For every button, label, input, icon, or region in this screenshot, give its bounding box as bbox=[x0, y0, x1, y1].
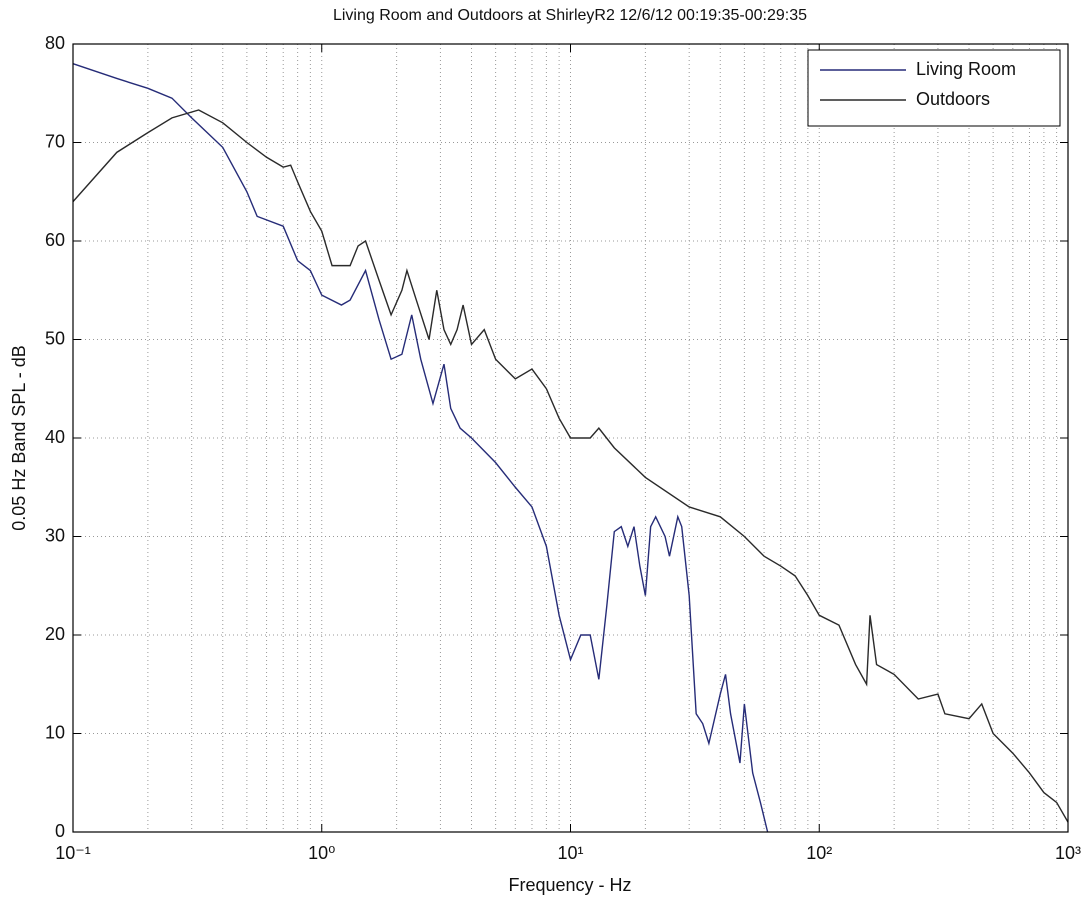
y-tick-label: 20 bbox=[45, 624, 65, 644]
x-tick-label: 10¹ bbox=[557, 843, 583, 863]
x-tick-label: 10⁰ bbox=[308, 843, 335, 863]
y-tick-label: 60 bbox=[45, 230, 65, 250]
y-tick-label: 10 bbox=[45, 722, 65, 742]
x-tick-label: 10³ bbox=[1055, 843, 1081, 863]
y-tick-label: 30 bbox=[45, 525, 65, 545]
plot-frame bbox=[72, 43, 1069, 833]
line-series bbox=[72, 63, 769, 833]
legend-label: Living Room bbox=[916, 59, 1016, 79]
x-tick-label: 10² bbox=[806, 843, 832, 863]
y-tick-label: 40 bbox=[45, 427, 65, 447]
y-axis-label: 0.05 Hz Band SPL - dB bbox=[9, 345, 29, 530]
y-tick-label: 50 bbox=[45, 328, 65, 348]
y-tick-label: 80 bbox=[45, 33, 65, 53]
chart-title: Living Room and Outdoors at ShirleyR2 12… bbox=[333, 7, 807, 24]
x-tick-label: 10⁻¹ bbox=[55, 843, 91, 863]
y-tick-label: 0 bbox=[55, 821, 65, 841]
line-series bbox=[72, 109, 1069, 823]
x-axis-label: Frequency - Hz bbox=[508, 875, 631, 895]
legend-box bbox=[807, 49, 1061, 127]
legend-label: Outdoors bbox=[916, 89, 990, 109]
y-tick-label: 70 bbox=[45, 131, 65, 151]
